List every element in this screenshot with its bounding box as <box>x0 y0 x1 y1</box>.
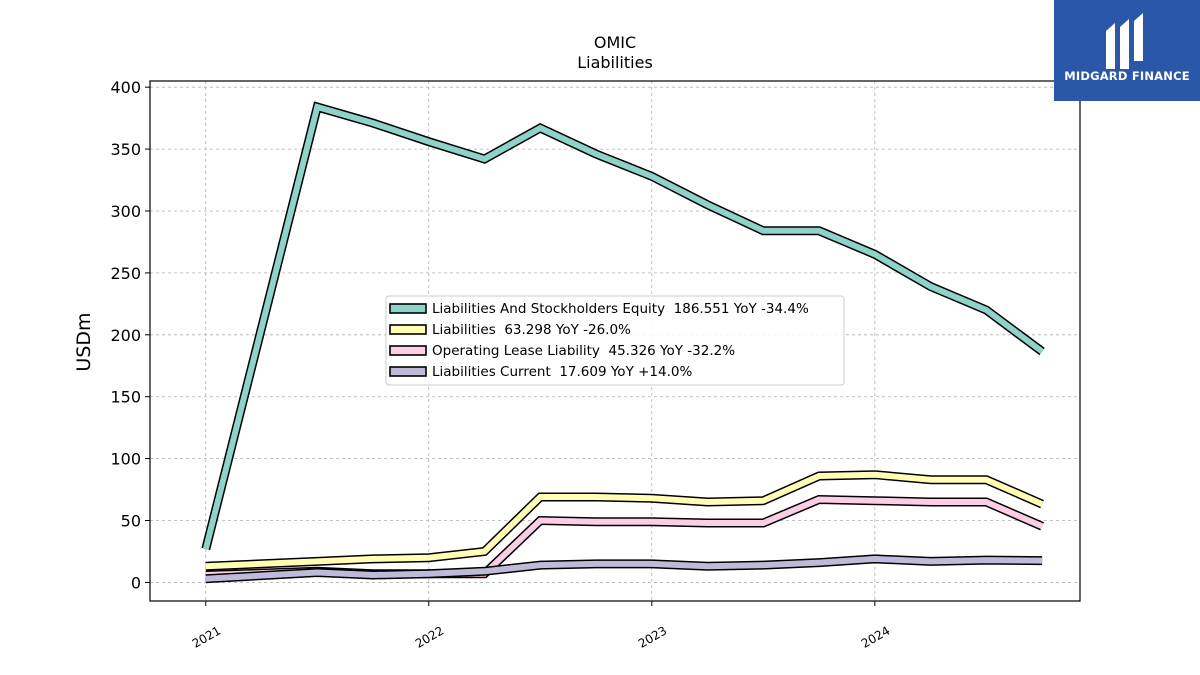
y-tick-label: 50 <box>121 512 141 531</box>
series-0 <box>201 101 1045 551</box>
y-tick-label: 200 <box>110 326 141 345</box>
legend-label: Operating Lease Liability 45.326 YoY -32… <box>432 343 735 359</box>
plot-frame <box>149 80 1081 602</box>
legend-label: Liabilities 63.298 YoY -26.0% <box>432 322 631 338</box>
series-3 <box>205 554 1043 584</box>
legend-swatch <box>389 366 427 377</box>
series-line <box>205 471 1044 570</box>
y-tick-label: 250 <box>110 264 141 283</box>
y-tick-label: 100 <box>110 450 141 469</box>
legend-box <box>385 295 845 386</box>
series-1 <box>205 470 1044 571</box>
legend-label: Liabilities Current 17.609 YoY +14.0% <box>432 364 692 380</box>
brand-logo: MIDGARD FINANCE <box>1054 0 1200 101</box>
brand-mark-icon <box>1106 13 1143 69</box>
legend-swatch <box>389 345 427 356</box>
series-line <box>205 555 1043 582</box>
x-tick-label: 2023 <box>636 623 669 650</box>
y-tick-label: 150 <box>110 388 141 407</box>
series-line <box>202 103 1044 550</box>
y-tick-label: 400 <box>110 78 141 97</box>
legend: Liabilities And Stockholders Equity 186.… <box>385 295 845 386</box>
legend-swatch <box>389 303 427 314</box>
x-tick-label: 2021 <box>190 623 223 650</box>
y-tick-label: 350 <box>110 140 141 159</box>
legend-label: Liabilities And Stockholders Equity 186.… <box>432 301 809 317</box>
y-tick-label: 0 <box>131 573 141 592</box>
brand-name: MIDGARD FINANCE <box>1064 69 1190 83</box>
y-axis-label: USDm <box>73 312 95 371</box>
legend-swatch <box>389 324 427 335</box>
chart-title: OMIC <box>594 33 636 52</box>
series-layer <box>201 101 1045 584</box>
x-tick-label: 2022 <box>413 623 446 650</box>
y-tick-label: 300 <box>110 202 141 221</box>
x-tick-label: 2024 <box>859 623 892 650</box>
chart-subtitle: Liabilities <box>577 53 653 72</box>
